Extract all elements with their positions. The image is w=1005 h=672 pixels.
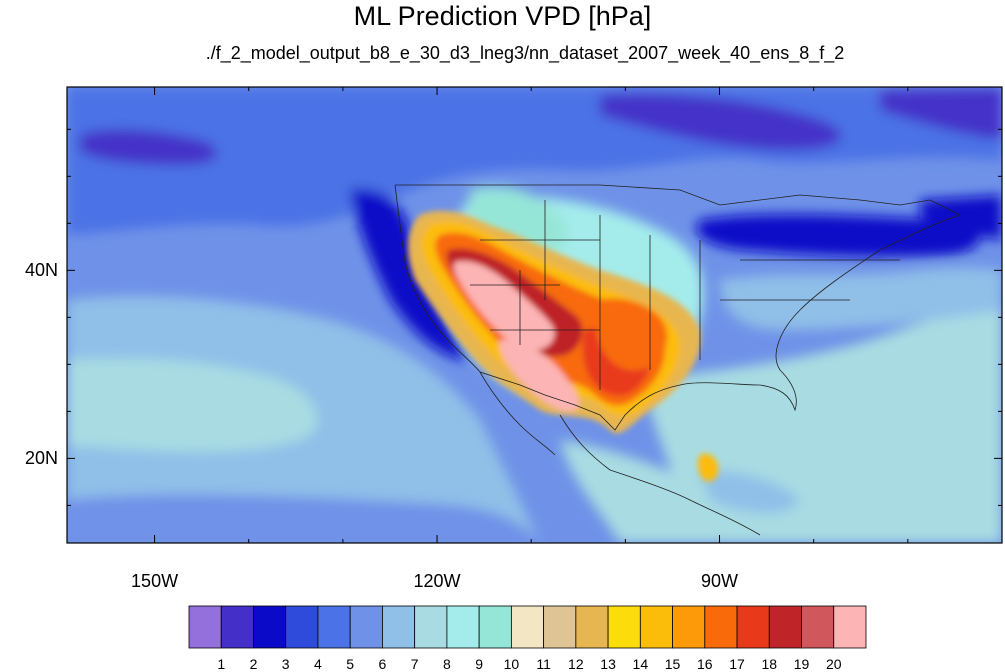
vpd-field xyxy=(67,87,1002,543)
colorbar-swatch xyxy=(736,605,770,649)
colorbar-tick-label: 1 xyxy=(217,656,226,672)
colorbar-tick-label: 10 xyxy=(503,656,520,672)
colorbar-swatch xyxy=(833,605,867,649)
colorbar-tick-label: 16 xyxy=(697,656,713,672)
boundary-lines xyxy=(394,184,961,536)
colorbar-swatch xyxy=(349,605,383,649)
colorbar-swatch xyxy=(575,605,609,649)
colorbar-tick-label: 3 xyxy=(281,656,290,672)
colorbar-tick-label: 12 xyxy=(568,656,584,672)
colorbar-swatch xyxy=(607,605,641,649)
colorbar-tick-label: 18 xyxy=(761,656,778,672)
colorbar-tick-label: 17 xyxy=(729,656,745,672)
colorbar-swatch xyxy=(639,605,673,649)
colorbar-swatch xyxy=(543,605,577,649)
colorbar-swatch xyxy=(285,605,319,649)
colorbar-swatch xyxy=(801,605,835,649)
colorbar-swatch xyxy=(188,605,222,649)
lon-label: 150W xyxy=(131,571,179,591)
colorbar-swatch xyxy=(220,605,254,649)
colorbar-swatch xyxy=(414,605,448,649)
colorbar-tick-label: 14 xyxy=(632,656,649,672)
colorbar-swatch xyxy=(382,605,416,649)
colorbar-tick-label: 20 xyxy=(825,656,842,672)
colorbar-tick-label: 9 xyxy=(475,656,484,672)
lat-label: 20N xyxy=(24,448,58,469)
colorbar-swatch xyxy=(768,605,802,649)
colorbar-tick-label: 7 xyxy=(410,656,419,672)
colorbar-swatch xyxy=(704,605,738,649)
colorbar-swatch xyxy=(510,605,545,649)
colorbar-tick-label: 11 xyxy=(536,656,551,672)
colorbar-swatch xyxy=(446,605,480,649)
colorbar-tick-label: 13 xyxy=(600,656,616,672)
lat-label: 40N xyxy=(24,260,58,281)
colorbar-tick-label: 15 xyxy=(664,656,681,672)
colorbar-tick-label: 19 xyxy=(793,656,810,672)
colorbar-swatch xyxy=(672,605,706,649)
colorbar-tick-label: 4 xyxy=(314,656,322,672)
lon-label: 120W xyxy=(413,571,461,591)
colorbar-swatch xyxy=(317,605,351,649)
colorbar-tick-label: 5 xyxy=(346,656,355,672)
colorbar-swatch xyxy=(253,605,287,649)
colorbar-tick-label: 2 xyxy=(249,656,258,672)
colorbar-tick-label: 6 xyxy=(378,656,387,672)
axis-ticks xyxy=(67,87,1003,543)
map-title: ML Prediction VPD [hPa] xyxy=(353,1,652,31)
map-frame xyxy=(66,86,1003,544)
colorbar xyxy=(188,605,867,649)
lon-label: 90W xyxy=(701,571,739,591)
colorbar-tick-label: 8 xyxy=(442,656,451,672)
map-subtitle: ./f_2_model_output_b8_e_30_d3_lneg3/nn_d… xyxy=(205,43,845,63)
colorbar-swatch xyxy=(478,605,512,649)
